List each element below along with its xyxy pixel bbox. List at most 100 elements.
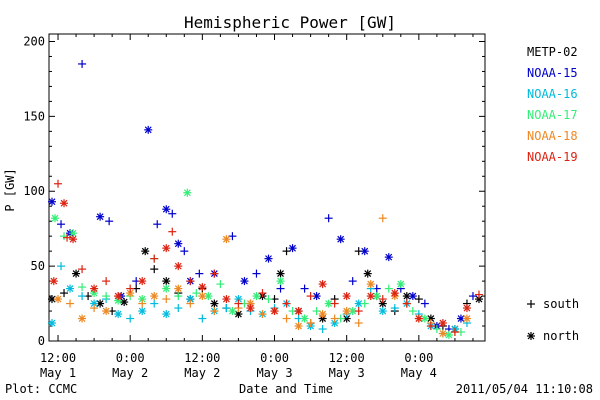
north-point <box>90 284 99 293</box>
x-tick-date-label: May 1 <box>40 366 76 380</box>
north-point <box>222 295 231 304</box>
south-point <box>306 292 315 301</box>
north-point <box>444 331 453 340</box>
south-point <box>360 299 369 308</box>
south-point <box>378 214 387 223</box>
south-point <box>282 299 291 308</box>
south-point <box>474 290 483 299</box>
x-tick-time-label: 0:00 <box>116 351 145 365</box>
north-point <box>162 277 171 286</box>
north-point <box>462 314 471 323</box>
north-point <box>366 280 375 289</box>
south-point <box>78 292 87 301</box>
legend-item-noaa-19: NOAA-19 <box>527 150 578 164</box>
south-point <box>63 233 72 242</box>
north-point <box>288 244 297 253</box>
south-point <box>402 299 411 308</box>
north-point <box>414 314 423 323</box>
south-point <box>57 220 66 229</box>
north-point <box>462 304 471 313</box>
north-point <box>363 269 372 278</box>
south-point <box>384 284 393 293</box>
north-point <box>438 329 447 338</box>
legend-item-noaa-16: NOAA-16 <box>527 87 578 101</box>
north-point <box>390 289 399 298</box>
north-point <box>294 307 303 316</box>
south-point <box>228 232 237 241</box>
legend-item-noaa-17: NOAA-17 <box>527 108 578 122</box>
x-tick-time-label: 0:00 <box>404 351 433 365</box>
north-point <box>222 235 231 244</box>
north-point <box>72 269 81 278</box>
north-point <box>49 277 58 286</box>
south-point <box>198 314 207 323</box>
south-point <box>282 314 291 323</box>
north-point <box>162 244 171 253</box>
north-point <box>138 277 147 286</box>
south-point <box>330 314 339 323</box>
north-point <box>174 262 183 271</box>
north-point <box>162 284 171 293</box>
north-point <box>54 295 63 304</box>
south-point <box>162 295 171 304</box>
legend-item-noaa-18: NOAA-18 <box>527 129 578 143</box>
south-point <box>168 227 177 236</box>
south-point <box>252 269 261 278</box>
south-point <box>90 304 99 313</box>
plot-credit: Plot: CCMC <box>5 382 77 396</box>
timestamp: 2011/05/04 11:10:08 <box>456 382 593 396</box>
north-point <box>48 319 57 328</box>
hemisphere-legend: south north <box>527 297 579 343</box>
north-point <box>378 307 387 316</box>
series-noaa-17 <box>51 188 465 340</box>
south-point <box>150 299 159 308</box>
series-legend: METP-02 NOAA-15 NOAA-16 NOAA-17 NOAA-18 NOAA-… <box>527 45 578 164</box>
north-point <box>270 307 279 316</box>
north-point <box>252 292 261 301</box>
north-point <box>144 125 153 134</box>
south-point <box>264 295 273 304</box>
south-point <box>168 209 177 218</box>
y-tick-label: 100 <box>23 184 45 198</box>
y-axis: 0 50 100 150 200 <box>23 34 485 348</box>
south-point <box>234 299 243 308</box>
y-tick-label: 0 <box>38 334 45 348</box>
north-point <box>318 280 327 289</box>
x-tick-time-label: 12:00 <box>40 351 76 365</box>
south-point <box>408 307 417 316</box>
south-point <box>180 247 189 256</box>
legend-item-noaa-15: NOAA-15 <box>527 66 578 80</box>
north-point <box>138 307 147 316</box>
south-point <box>258 289 267 298</box>
north-point <box>174 284 183 293</box>
north-point <box>114 310 123 319</box>
north-point <box>342 307 351 316</box>
north-point <box>408 292 417 301</box>
hemisphere-legend-label-north: north <box>543 329 579 343</box>
north-point <box>396 280 405 289</box>
north-point <box>384 253 393 262</box>
north-point <box>360 247 369 256</box>
north-point <box>174 239 183 248</box>
south-point <box>78 265 87 274</box>
south-point <box>354 319 363 328</box>
south-point <box>150 265 159 274</box>
north-point <box>294 322 303 331</box>
north-symbol <box>527 332 535 340</box>
south-point <box>174 304 183 313</box>
north-point <box>276 269 285 278</box>
south-point <box>300 284 309 293</box>
north-point <box>276 277 285 286</box>
south-point <box>210 269 219 278</box>
south-point <box>414 295 423 304</box>
south-point <box>57 262 66 271</box>
north-point <box>66 284 75 293</box>
north-point <box>162 205 171 214</box>
north-point <box>300 314 309 323</box>
south-point <box>432 325 441 334</box>
series-noaa-18 <box>54 214 471 338</box>
y-tick-label: 50 <box>31 259 45 273</box>
south-point <box>126 314 135 323</box>
south-point <box>66 299 75 308</box>
x-tick-time-label: 12:00 <box>329 351 365 365</box>
